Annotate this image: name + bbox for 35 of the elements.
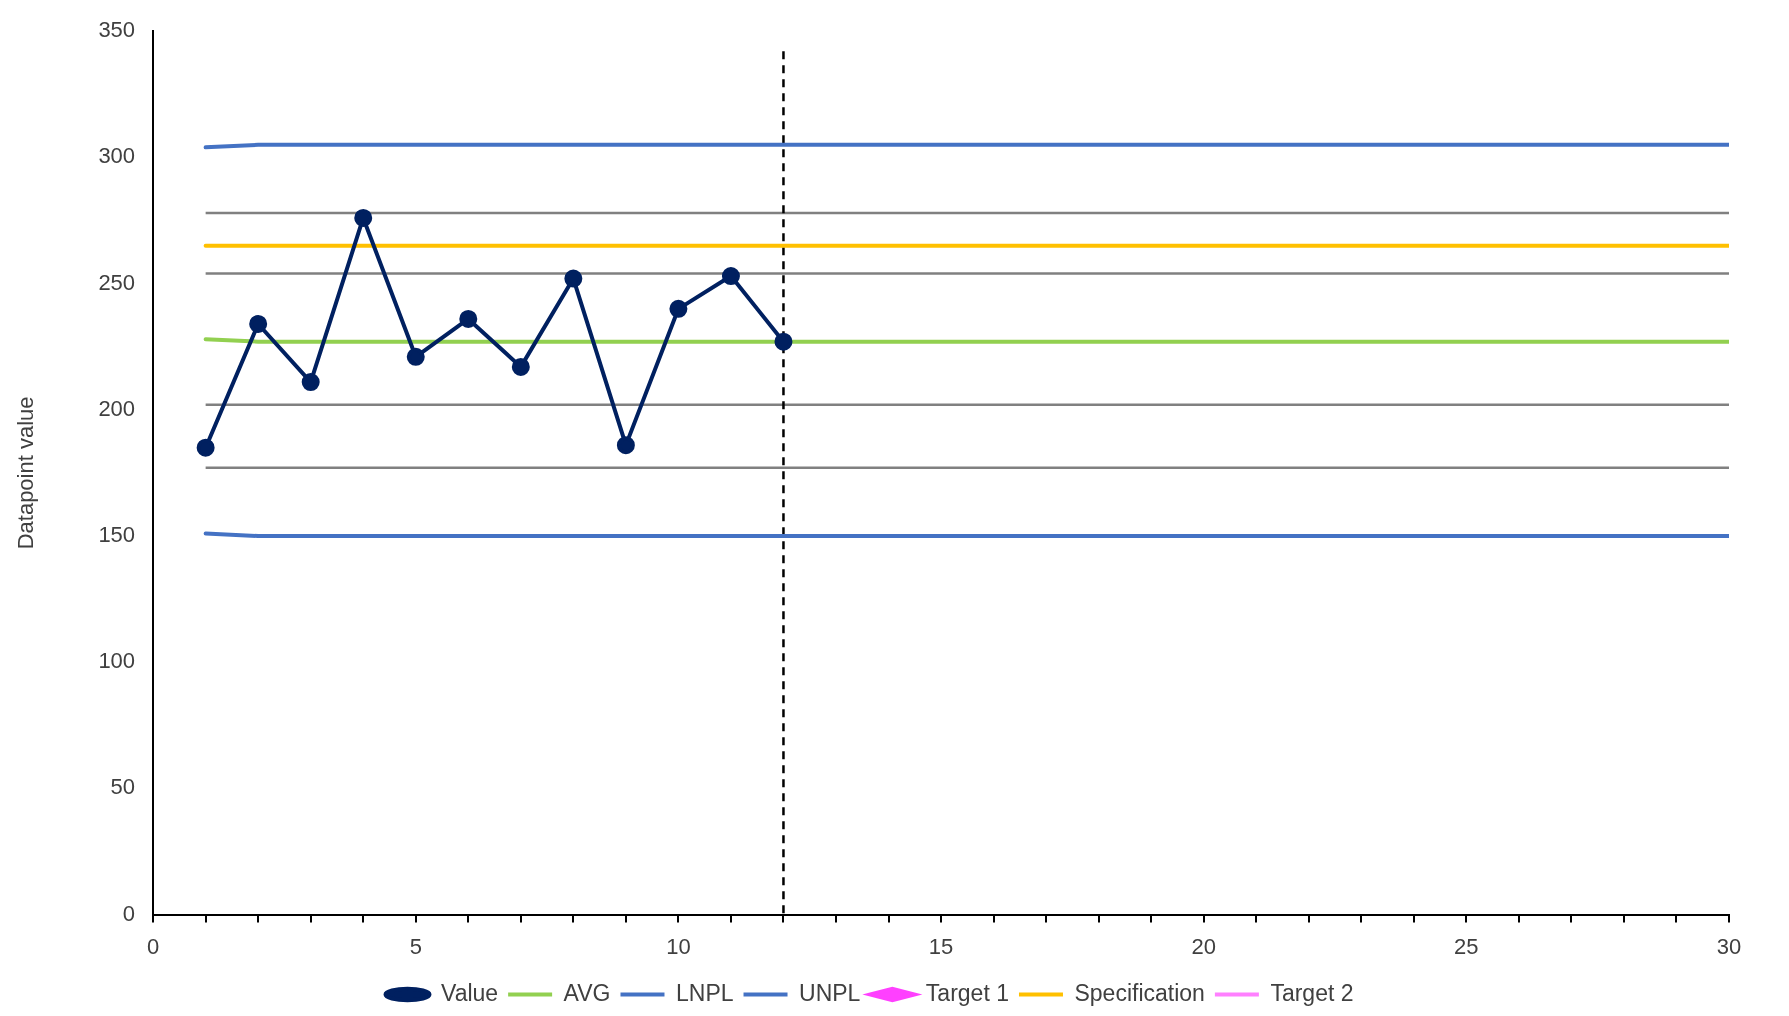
- point: [196, 438, 215, 457]
- legend-label: LNPL: [675, 979, 734, 1006]
- point: [511, 357, 530, 376]
- y-tick-label: 350: [98, 17, 136, 43]
- y-axis-title: Datapoint value: [13, 396, 39, 550]
- y-tick-label: 100: [98, 648, 136, 674]
- legend-label: UNPL: [799, 979, 861, 1006]
- point: [301, 373, 320, 392]
- y-tick-label: 50: [110, 774, 136, 800]
- legend-label: Target 2: [1270, 979, 1354, 1006]
- x-tick-label: 25: [1454, 933, 1479, 959]
- point: [249, 314, 268, 333]
- legend-label: Specification: [1074, 979, 1205, 1006]
- x-tick-label: 5: [409, 933, 422, 959]
- x-tick-label: 15: [928, 933, 954, 959]
- x-tick-label: 10: [666, 933, 691, 959]
- point: [616, 436, 635, 455]
- y-tick-label: 200: [98, 395, 136, 421]
- x-tick-label: 20: [1191, 933, 1216, 959]
- point: [669, 299, 688, 318]
- point: [354, 208, 373, 227]
- x-tick-label: 0: [146, 933, 160, 959]
- y-tick-label: 0: [122, 900, 136, 926]
- y-tick-label: 150: [98, 522, 136, 548]
- legend-label: Value: [441, 979, 499, 1006]
- y-tick-label: 250: [98, 269, 136, 295]
- point: [564, 269, 583, 288]
- point: [406, 347, 425, 366]
- point: [774, 332, 793, 351]
- x-tick-label: 30: [1716, 933, 1742, 959]
- legend-label: Target 1: [925, 979, 1009, 1006]
- y-tick-label: 300: [98, 143, 136, 169]
- legend-label: AVG: [563, 979, 611, 1006]
- point: [721, 267, 740, 286]
- point: [459, 309, 478, 328]
